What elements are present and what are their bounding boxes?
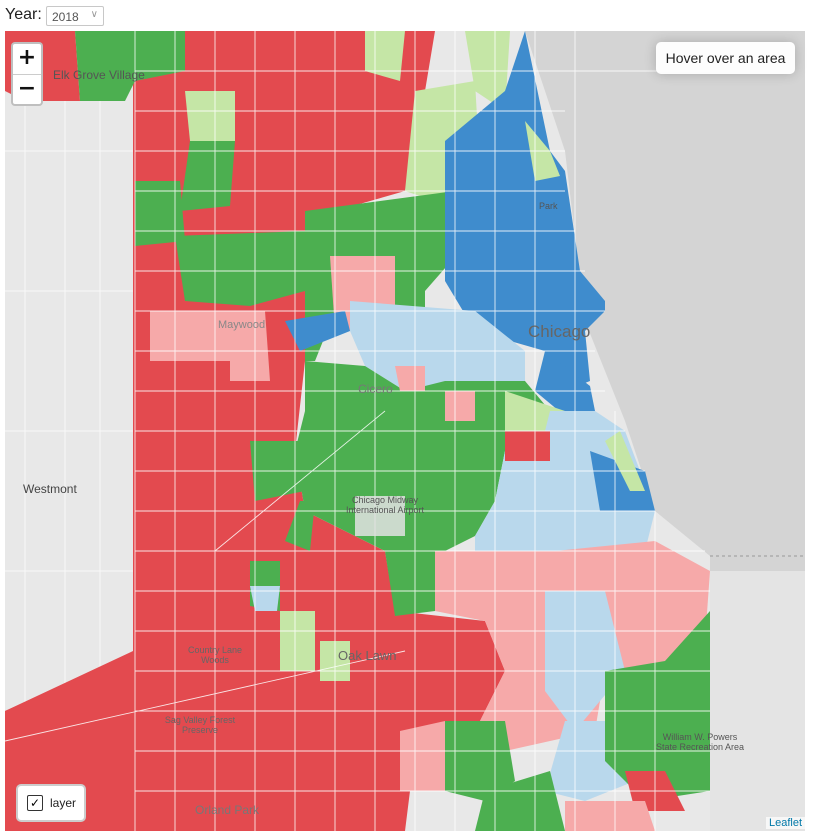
label-powers: William W. Powers State Recreation Area	[655, 732, 745, 752]
hover-info-box: Hover over an area	[656, 42, 795, 74]
region-lightred-small1[interactable]	[395, 366, 425, 391]
label-elk-grove: Elk Grove Village	[53, 68, 145, 82]
map-canvas[interactable]	[5, 31, 805, 831]
label-oak-lawn: Oak Lawn	[338, 648, 397, 663]
label-cicero: Cicero	[358, 382, 393, 396]
region-red-southside-block[interactable]	[505, 431, 550, 461]
midway-airport-area	[355, 496, 405, 536]
chevron-down-icon: ∨	[90, 9, 98, 20]
label-sag-valley: Sag Valley Forest Preserve	[164, 715, 236, 735]
label-westmont: Westmont	[23, 482, 77, 496]
region-green-sliver[interactable]	[285, 501, 315, 551]
region-lightblue-central[interactable]	[350, 301, 525, 391]
region-green-south3[interactable]	[445, 721, 515, 801]
layer-control[interactable]: ✓ layer	[16, 784, 86, 822]
region-green-nw3[interactable]	[175, 231, 305, 306]
attribution-link[interactable]: Leaflet	[765, 817, 805, 829]
label-chicago: Chicago	[528, 322, 591, 341]
choropleth-map[interactable]: Elk Grove Village Westmont Maywood Chica…	[5, 31, 805, 831]
label-midway: Chicago Midway International Airport	[345, 495, 425, 515]
region-green-se[interactable]	[605, 611, 710, 801]
region-green-westside[interactable]	[295, 361, 550, 616]
region-light-red-maywood[interactable]	[150, 311, 270, 381]
region-green-south4[interactable]	[475, 771, 565, 831]
region-green-nw4[interactable]	[180, 141, 235, 211]
zoom-in-button[interactable]: +	[13, 44, 41, 75]
label-park: Park	[539, 201, 558, 211]
label-maywood: Maywood	[218, 319, 266, 331]
indiana-land	[710, 571, 805, 831]
region-lightgreen-south1[interactable]	[280, 611, 315, 671]
region-lightred-bottom2[interactable]	[565, 801, 655, 831]
region-green-nw2[interactable]	[135, 181, 185, 246]
layer-label: layer	[50, 796, 77, 810]
zoom-out-button[interactable]: −	[17, 76, 37, 101]
region-lightgreen-n1[interactable]	[185, 91, 235, 141]
region-blue-west-strip[interactable]	[285, 311, 350, 351]
region-blue-hydepark[interactable]	[590, 451, 655, 511]
region-lightblue-south-sm[interactable]	[250, 586, 280, 611]
region-lightred-bottom[interactable]	[400, 721, 445, 791]
year-select[interactable]: 2018 ∨	[46, 6, 104, 26]
year-toolbar: Year: 2018 ∨	[0, 0, 819, 30]
layer-checkbox[interactable]: ✓	[27, 795, 43, 811]
tract-boundaries	[5, 31, 710, 831]
year-label: Year:	[5, 6, 42, 23]
label-country-lane: Country Lane Woods	[187, 645, 243, 665]
region-blue-lakefront-north[interactable]	[445, 31, 605, 391]
region-green-nw1[interactable]	[75, 31, 185, 101]
label-orland: Orland Park	[195, 803, 260, 817]
region-blue-loop[interactable]	[535, 351, 595, 416]
zoom-control: + −	[11, 42, 43, 106]
year-select-value: 2018	[52, 10, 79, 24]
region-lightblue-south2[interactable]	[545, 591, 625, 731]
region-lightred-small2[interactable]	[445, 391, 475, 421]
